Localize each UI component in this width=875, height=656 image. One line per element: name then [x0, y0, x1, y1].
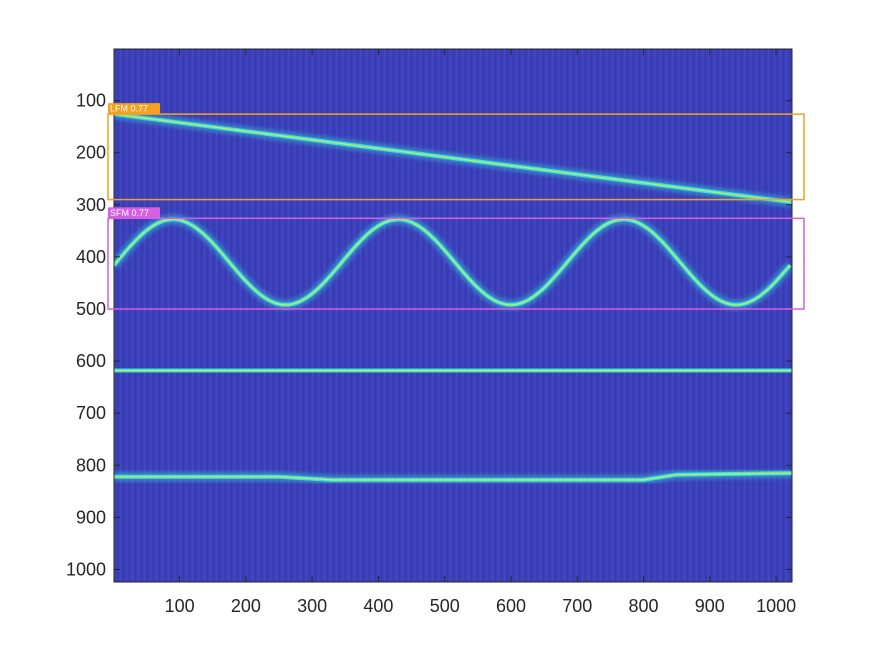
- axes-layer: [113, 48, 793, 583]
- y-tick-label: 300: [76, 195, 106, 215]
- y-tick-label: 1000: [66, 559, 106, 579]
- x-tick-label: 700: [562, 596, 592, 616]
- x-tick-label: 200: [231, 596, 261, 616]
- y-tick-label: 900: [76, 507, 106, 527]
- lfm-detection-box: [107, 113, 805, 201]
- x-tick-label: 300: [297, 596, 327, 616]
- y-axis-ticks: 100 200 300 400 500 600 700 800 900 1000: [66, 91, 792, 579]
- sfm-detection-box: [107, 217, 805, 310]
- y-tick-label: 400: [76, 247, 106, 267]
- x-tick-label: 400: [363, 596, 393, 616]
- x-axis-ticks: 100 200 300 400 500 600 700 800 900 1000: [165, 49, 796, 616]
- y-tick-label: 600: [76, 351, 106, 371]
- x-tick-label: 1000: [756, 596, 796, 616]
- tone-signal-3-ridge: [114, 472, 792, 481]
- y-tick-label: 200: [76, 143, 106, 163]
- x-tick-label: 900: [695, 596, 725, 616]
- y-tick-label: 700: [76, 403, 106, 423]
- detections-layer: LFM 0.77 SFM 0.77: [107, 103, 805, 310]
- tone-signal-3: [114, 468, 792, 485]
- lfm-signal: [114, 109, 792, 207]
- x-tick-label: 800: [629, 596, 659, 616]
- sfm-signal: [114, 214, 792, 310]
- x-tick-label: 600: [496, 596, 526, 616]
- lfm-signal-ridge: [114, 113, 792, 203]
- sfm-detection-label: SFM 0.77: [110, 208, 149, 218]
- sfm-detection-tag: [108, 207, 161, 219]
- x-tick-label: 500: [430, 596, 460, 616]
- y-tick-label: 100: [76, 91, 106, 111]
- y-tick-label: 500: [76, 299, 106, 319]
- lfm-detection-label: LFM 0.77: [110, 104, 148, 114]
- y-tick-label: 800: [76, 455, 106, 475]
- x-tick-label: 100: [165, 596, 195, 616]
- heatmap-texture: [114, 49, 792, 582]
- axes-frame: [113, 48, 793, 583]
- lfm-detection-tag: [108, 103, 161, 115]
- plot-area: [114, 49, 792, 582]
- signals-layer: [114, 109, 792, 485]
- sfm-signal-ridge: [114, 218, 791, 306]
